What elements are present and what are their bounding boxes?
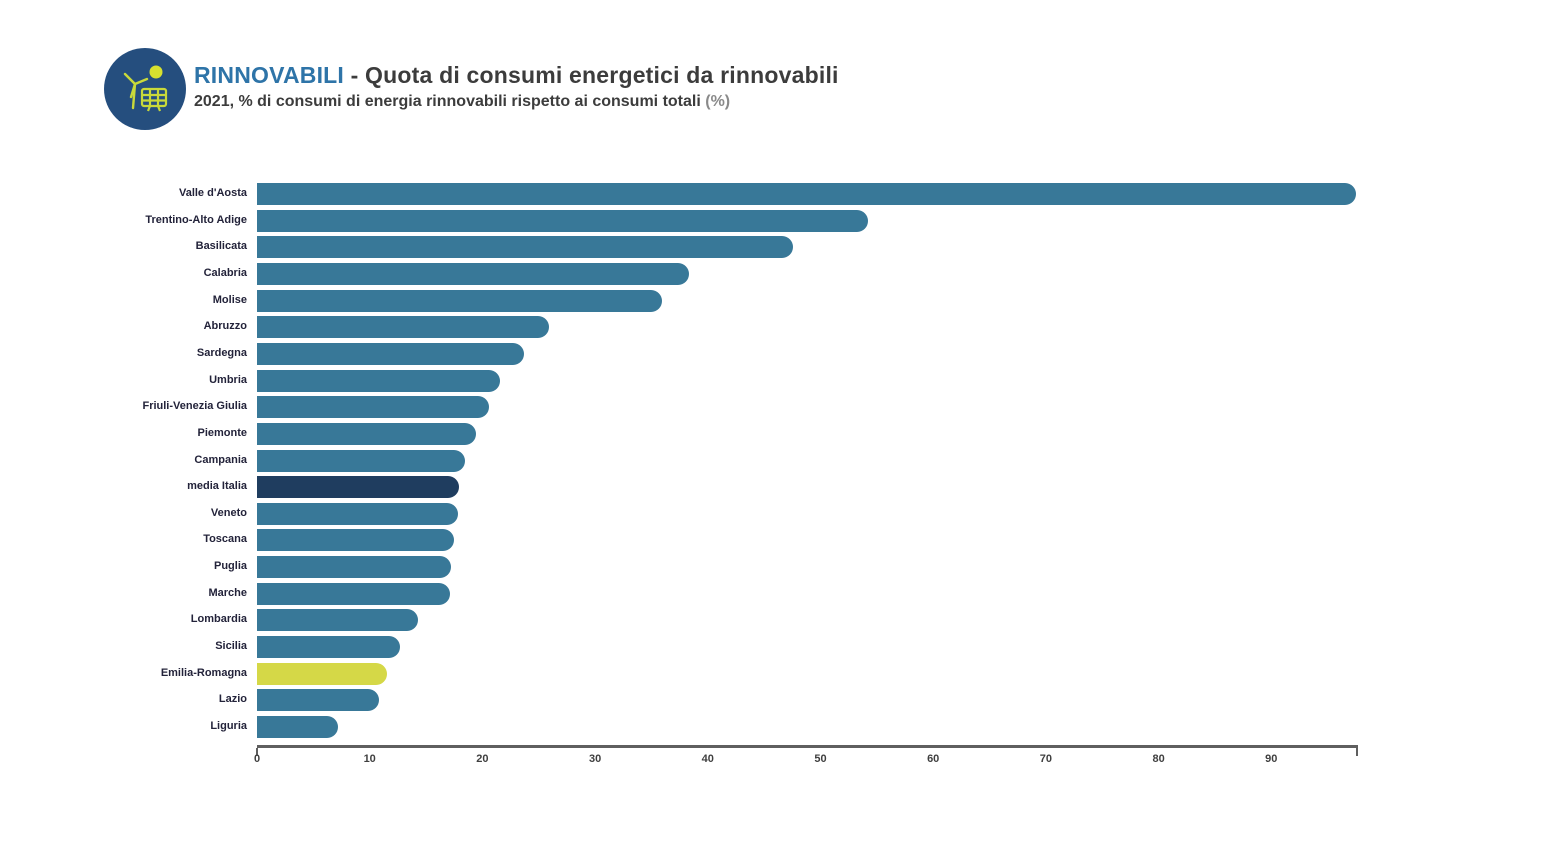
bar[interactable] <box>257 476 459 499</box>
bar[interactable] <box>257 289 662 312</box>
bar-row: Marche <box>0 582 1542 605</box>
title-keyword: RINNOVABILI <box>194 62 344 88</box>
bar-label: Valle d'Aosta <box>178 187 247 199</box>
x-axis-tick-label: 70 <box>1039 752 1053 765</box>
bar[interactable] <box>257 582 450 605</box>
bar[interactable] <box>257 502 458 525</box>
bar-label: Campania <box>194 453 247 466</box>
page-subtitle: 2021, % di consumi di energia rinnovabil… <box>194 93 839 111</box>
bar-label: media Italia <box>187 480 247 493</box>
bar-label: Sicilia <box>215 640 247 653</box>
x-axis-line <box>256 744 1358 756</box>
bar-label: Basilicata <box>195 240 247 253</box>
axis-end-tick <box>1355 747 1358 756</box>
bar-label: Abruzzo <box>203 320 247 333</box>
bar-row: Veneto <box>0 502 1542 525</box>
bar-row: Lombardia <box>0 609 1542 632</box>
subtitle-unit: (%) <box>705 93 731 110</box>
bar[interactable] <box>257 636 401 659</box>
title-block: RINNOVABILI - Quota di consumi energetic… <box>194 48 839 111</box>
bar-row: Trentino-Alto Adige <box>0 209 1542 232</box>
bar-label: Lazio <box>218 693 247 706</box>
bar-label: Umbria <box>209 373 247 386</box>
bar-row: Piemonte <box>0 422 1542 445</box>
bar[interactable] <box>257 342 525 365</box>
title-text: - Quota di consumi energetici da rinnova… <box>344 62 839 88</box>
bar-label: Toscana <box>203 533 247 546</box>
bar-label: Molise <box>212 293 247 306</box>
bar-row: Campania <box>0 449 1542 472</box>
header: RINNOVABILI - Quota di consumi energetic… <box>104 48 839 130</box>
bar[interactable] <box>257 556 451 579</box>
bar-row: Friuli-Venezia Giulia <box>0 396 1542 419</box>
x-axis-tick-label: 40 <box>701 752 714 765</box>
bar-label: Friuli-Venezia Giulia <box>142 400 247 413</box>
x-axis-tick-label: 20 <box>476 752 489 765</box>
bar-label: Lombardia <box>190 613 247 626</box>
bar-label: Veneto <box>210 506 247 519</box>
bar[interactable] <box>257 662 387 685</box>
bar-row: Calabria <box>0 262 1542 285</box>
x-axis-tick-label: 90 <box>1265 752 1278 765</box>
bar-row: media Italia <box>0 476 1542 499</box>
x-axis-tick-label: 0 <box>253 752 261 765</box>
bar[interactable] <box>257 422 476 445</box>
page-title: RINNOVABILI - Quota di consumi energetic… <box>194 62 839 89</box>
bar-row: Basilicata <box>0 236 1542 259</box>
bar-label: Trentino-Alto Adige <box>145 213 247 226</box>
bar[interactable] <box>257 316 549 339</box>
bar[interactable] <box>257 609 419 632</box>
x-axis-tick-label: 30 <box>588 752 602 765</box>
bar[interactable] <box>257 449 466 472</box>
x-axis-tick-label: 50 <box>814 752 827 765</box>
bar-label: Puglia <box>213 560 247 573</box>
bar[interactable] <box>257 183 1356 205</box>
bar-label: Marche <box>208 586 247 599</box>
bar[interactable] <box>257 689 379 712</box>
bar-label: Emilia-Romagna <box>160 666 247 679</box>
x-axis-tick-label: 10 <box>363 752 376 765</box>
bar-label: Liguria <box>210 720 247 732</box>
bar[interactable] <box>257 262 689 285</box>
bar-label: Piemonte <box>197 426 247 439</box>
bar[interactable] <box>257 396 490 419</box>
bar-row: Abruzzo <box>0 316 1542 339</box>
bar-row: Sardegna <box>0 342 1542 365</box>
bar-row: Umbria <box>0 369 1542 392</box>
bar-row: Toscana <box>0 529 1542 552</box>
bar[interactable] <box>257 236 794 259</box>
bar-row: Valle d'Aosta <box>0 183 1542 205</box>
bar[interactable] <box>257 716 339 738</box>
bar[interactable] <box>257 369 501 392</box>
axis-start-tick <box>256 747 258 756</box>
bar-row: Puglia <box>0 556 1542 579</box>
wind-turbine-solar-panel-icon <box>104 48 186 130</box>
bar-label: Sardegna <box>196 346 247 359</box>
bar-label: Calabria <box>203 266 247 279</box>
bar-row: Sicilia <box>0 636 1542 659</box>
bar-row: Liguria <box>0 716 1542 738</box>
bar-row: Lazio <box>0 689 1542 712</box>
x-axis-tick-label: 80 <box>1152 752 1165 765</box>
bar-row: Emilia-Romagna <box>0 662 1542 685</box>
subtitle-text: 2021, % di consumi di energia rinnovabil… <box>194 93 701 110</box>
bar-row: Molise <box>0 289 1542 312</box>
bar[interactable] <box>257 209 868 232</box>
x-axis-tick-label: 60 <box>927 752 940 765</box>
bar[interactable] <box>257 529 455 552</box>
